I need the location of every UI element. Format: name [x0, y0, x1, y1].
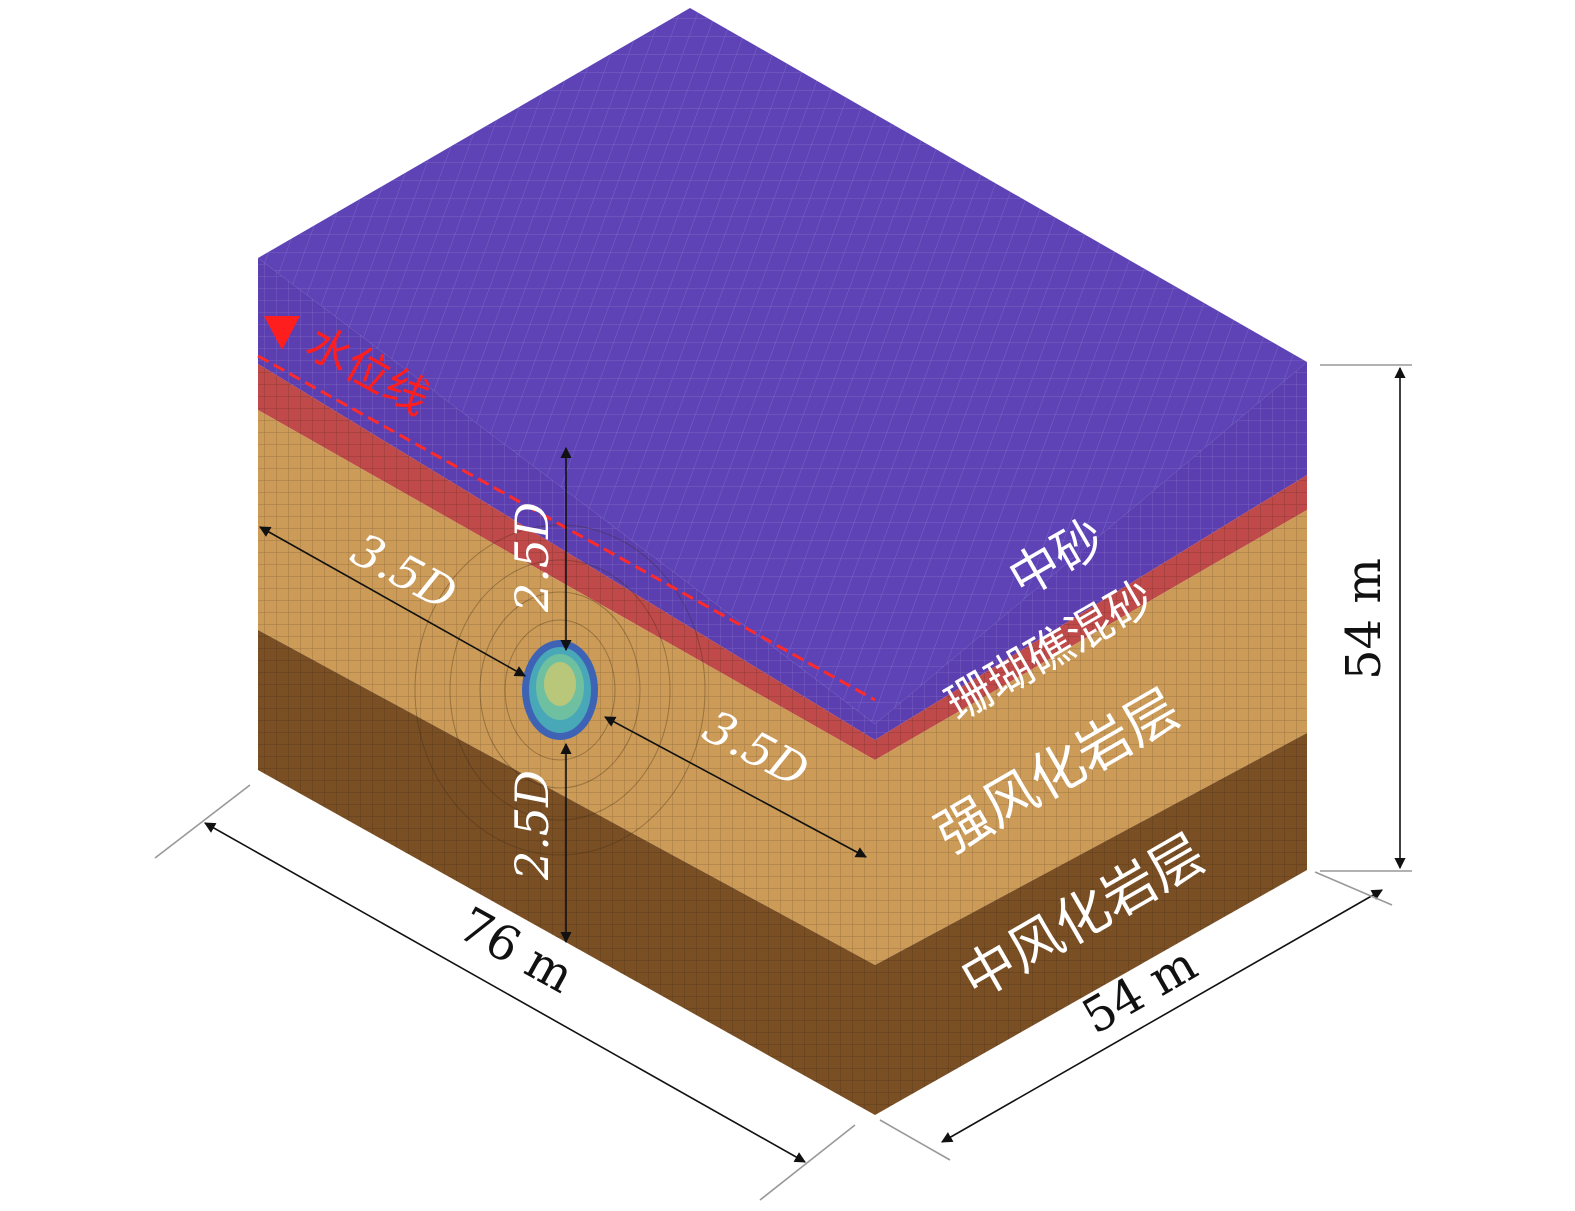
top-face — [258, 8, 1307, 724]
dimension-lines — [154, 364, 1412, 1201]
dim-above-tunnel: 2.5D — [505, 502, 559, 613]
tunnel — [522, 640, 598, 740]
triangle-down-icon — [264, 316, 300, 350]
dim-height: 54 m — [1336, 558, 1392, 680]
dim-below-tunnel: 2.5D — [505, 770, 559, 881]
